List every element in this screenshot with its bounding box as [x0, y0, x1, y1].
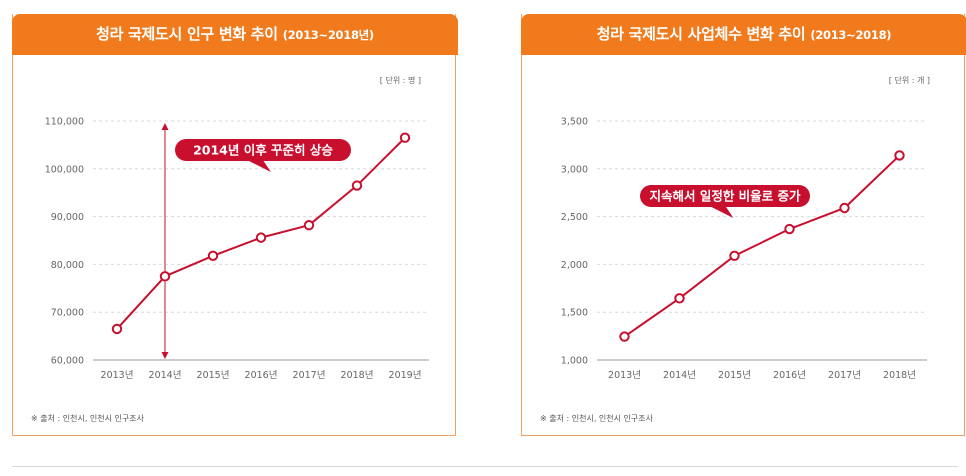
business-data-point: [619, 331, 630, 342]
business-callout-bubble: [640, 185, 810, 207]
business-data-point: [674, 293, 685, 304]
business-xtick-label: 2014년: [663, 370, 696, 381]
population-data-point: [399, 132, 411, 143]
population-line-chart: 60,000 70,000 80,000 90,000 100,000 110,000 20…: [45, 117, 429, 381]
population-callout-bubble: [175, 139, 351, 161]
business-chart-header: 청라 국제도시 사업체수 변화 추이 (2013~2018): [521, 14, 966, 55]
business-data-point: [839, 202, 850, 214]
business-ytick-label: 3,500: [561, 117, 588, 128]
business-source-note: ※ 출처 : 인천시, 인천시 인구조사: [540, 414, 653, 423]
business-chart-panel: 청라 국제도시 사업체수 변화 추이 (2013~2018) [ 단위 : 개 …: [521, 14, 966, 436]
population-callout-pointer: [246, 160, 271, 172]
population-ytick-label: 60,000: [51, 356, 84, 367]
population-source-note: ※ 출처 : 인천시, 인천시 인구조사: [31, 414, 144, 423]
population-xtick-label: 2013년: [101, 370, 134, 381]
business-callout-text: 지속해서 일정한 비율로 증가: [649, 189, 801, 204]
population-marker-arrow-down: [161, 352, 169, 359]
population-chart-panel: 청라 국제도시 인구 변화 추이 (2013~2018년) [ 단위 : 명 ]…: [12, 14, 458, 436]
business-xtick-label: 2013년: [608, 370, 641, 381]
business-data-point: [729, 250, 740, 261]
population-data-point: [159, 271, 171, 282]
business-line-chart: 1,000 1,500 2,000 2,500 3,000 3,500 2013년 2014년…: [561, 117, 927, 381]
population-ytick-label: 80,000: [51, 260, 84, 271]
population-data-point: [111, 323, 123, 335]
population-xtick-label: 2018년: [341, 370, 374, 381]
business-ytick-label: 2,500: [561, 212, 588, 223]
bottom-divider: [12, 466, 958, 467]
business-ytick-label: 2,000: [561, 260, 588, 271]
business-series-line: [623, 154, 901, 338]
business-xtick-label: 2015년: [718, 370, 751, 381]
business-chart-period: (2013~2018): [810, 28, 892, 42]
population-ytick-label: 90,000: [51, 212, 84, 223]
population-chart-header: 청라 국제도시 인구 변화 추이 (2013~2018년): [12, 14, 458, 55]
business-chart-title: 청라 국제도시 사업체수 변화 추이: [596, 25, 806, 43]
business-ytick-label: 1,000: [561, 356, 588, 367]
population-unit-label: [ 단위 : 명 ]: [379, 76, 421, 85]
business-xtick-label: 2017년: [828, 370, 861, 381]
population-ytick-label: 100,000: [45, 164, 84, 175]
business-unit-label: [ 단위 : 개 ]: [888, 76, 930, 85]
population-data-point: [351, 180, 363, 191]
population-data-point: [255, 232, 267, 243]
population-xtick-label: 2019년: [389, 370, 422, 381]
population-data-point: [303, 220, 315, 231]
population-chart-title: 청라 국제도시 인구 변화 추이: [96, 25, 278, 43]
population-chart-period: (2013~2018년): [282, 28, 374, 42]
population-marker-arrow-up: [161, 123, 169, 130]
population-xtick-label: 2015년: [197, 370, 230, 381]
business-xtick-label: 2018년: [883, 370, 916, 381]
business-data-point: [784, 223, 795, 235]
business-ytick-label: 1,500: [561, 308, 588, 319]
business-data-point: [894, 150, 905, 161]
population-callout-text: 2014년 이후 꾸준히 상승: [193, 143, 333, 158]
business-xtick-label: 2016년: [773, 370, 806, 381]
population-xtick-label: 2016년: [245, 370, 278, 381]
business-ytick-label: 3,000: [561, 164, 588, 175]
business-callout-pointer: [709, 206, 734, 218]
population-xtick-label: 2017년: [293, 370, 326, 381]
population-ytick-label: 110,000: [45, 117, 84, 128]
population-xtick-label: 2014년: [149, 370, 182, 381]
population-ytick-label: 70,000: [51, 308, 84, 319]
population-data-point: [207, 250, 219, 261]
